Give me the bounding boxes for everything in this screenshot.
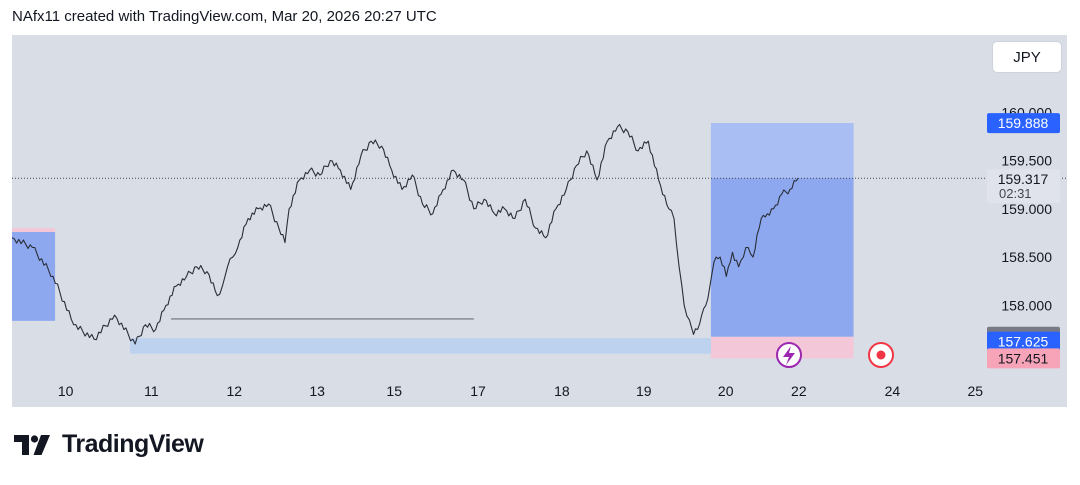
price-series-0[interactable] (12, 123, 799, 345)
tradingview-wordmark: TradingView (62, 430, 204, 458)
y-tick-158.000: 158.000 (1001, 297, 1052, 313)
x-tick-10: 10 (58, 383, 74, 399)
y-tick-159.500: 159.500 (1001, 153, 1052, 169)
price-chart[interactable]: 101112131517181920222425160.500160.00015… (12, 35, 1067, 407)
price-tag-target[interactable] (987, 113, 1060, 134)
left-position-stop[interactable] (12, 228, 56, 233)
tradingview-logo-icon (14, 434, 50, 455)
chart-area[interactable]: 101112131517181920222425160.500160.00015… (12, 35, 1067, 407)
x-tick-18: 18 (554, 383, 570, 399)
demand-zone[interactable] (130, 338, 711, 354)
x-tick-25: 25 (968, 383, 984, 399)
x-tick-11: 11 (144, 383, 159, 399)
x-tick-19: 19 (636, 383, 652, 399)
price-tag-partial[interactable] (987, 348, 1060, 369)
price-tag-label-current: 159.317 (998, 171, 1049, 187)
x-tick-13: 13 (309, 383, 325, 399)
x-tick-17: 17 (470, 383, 486, 399)
x-tick-22: 22 (791, 383, 807, 399)
flash-icon-bolt (783, 346, 795, 365)
x-tick-20: 20 (718, 383, 734, 399)
countdown-timer: 02:31 (999, 186, 1032, 201)
price-tag-entry[interactable] (987, 331, 1060, 352)
y-tick-158.500: 158.500 (1001, 249, 1052, 265)
x-tick-15: 15 (386, 383, 402, 399)
record-icon-dot (876, 350, 886, 360)
tradingview-logo[interactable]: TradingView (14, 430, 204, 459)
x-tick-24: 24 (885, 383, 901, 399)
price-tag-label-entry: 157.625 (998, 334, 1049, 350)
long-position-target[interactable] (710, 123, 854, 337)
currency-button[interactable]: JPY (993, 42, 1061, 72)
y-tick-159.000: 159.000 (1001, 201, 1052, 217)
chart-attribution: NAfx11 created with TradingView.com, Mar… (12, 8, 437, 25)
price-tag-label-target: 159.888 (998, 115, 1049, 131)
left-position-target[interactable] (12, 232, 56, 321)
target-zone-upper (710, 123, 854, 179)
price-tag-label-partial: 157.451 (998, 350, 1049, 366)
x-tick-12: 12 (227, 383, 243, 399)
price-tag-current[interactable] (987, 169, 1060, 204)
